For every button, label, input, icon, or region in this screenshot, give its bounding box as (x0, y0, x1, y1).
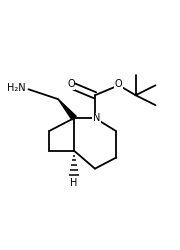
Text: O: O (115, 79, 123, 89)
Text: N: N (93, 113, 100, 123)
Polygon shape (58, 99, 76, 120)
Text: H₂N: H₂N (7, 83, 26, 93)
Text: H: H (70, 178, 78, 188)
Text: O: O (67, 79, 75, 89)
